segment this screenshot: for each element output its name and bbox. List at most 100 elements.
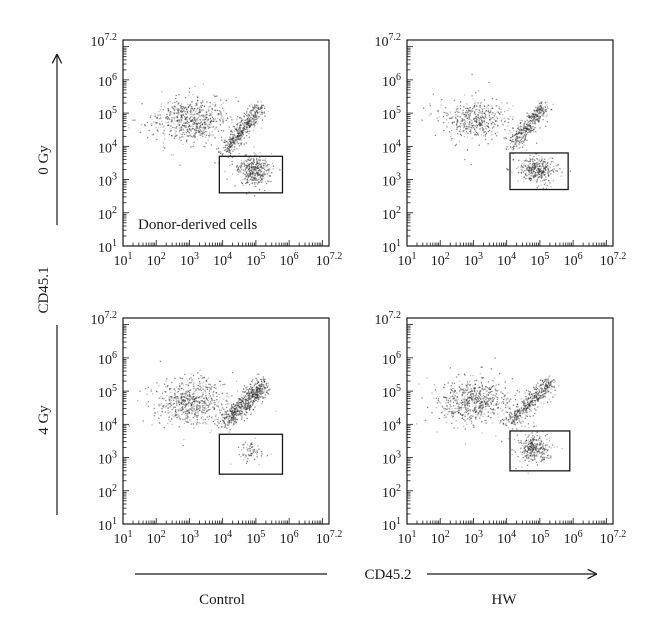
event-point [485, 419, 487, 422]
event-point [253, 123, 255, 126]
event-point [487, 393, 489, 396]
event-point [252, 393, 254, 395]
event-point [232, 143, 234, 146]
event-point [449, 397, 451, 400]
event-point [232, 136, 235, 138]
event-point [229, 164, 231, 167]
event-point [470, 119, 473, 122]
event-point [246, 408, 249, 410]
event-point [233, 403, 235, 405]
event-point [505, 138, 507, 140]
event-point [266, 386, 269, 388]
event-point [148, 129, 150, 132]
event-point [186, 135, 188, 137]
event-point [521, 416, 523, 419]
event-point [533, 156, 535, 158]
event-point [504, 394, 506, 396]
event-point [182, 106, 185, 108]
event-point [259, 159, 261, 162]
event-point [246, 160, 248, 163]
event-point [534, 109, 537, 112]
event-point [487, 403, 489, 405]
event-point [543, 178, 545, 180]
event-point [479, 105, 481, 107]
event-point [268, 389, 270, 391]
event-point [261, 395, 263, 397]
event-point [503, 137, 505, 139]
event-point [193, 408, 195, 410]
event-point [259, 386, 261, 388]
event-point [253, 107, 255, 109]
event-point [195, 409, 198, 411]
event-point [526, 160, 528, 162]
event-point [248, 125, 250, 128]
event-point [177, 388, 180, 390]
event-point [199, 395, 201, 398]
event-point [524, 136, 527, 138]
event-point [252, 166, 254, 168]
event-point [509, 415, 512, 417]
event-point [544, 108, 546, 111]
event-point [468, 117, 471, 119]
event-point [154, 121, 157, 124]
event-point [517, 137, 519, 139]
event-point [231, 138, 234, 140]
event-point [243, 160, 245, 162]
event-point [252, 176, 254, 179]
event-point [234, 408, 237, 410]
event-point [514, 410, 516, 412]
plot-frame [122, 317, 330, 525]
event-point [161, 411, 164, 413]
event-point [211, 400, 213, 402]
event-point [235, 408, 238, 410]
event-point [464, 374, 466, 376]
event-point [526, 407, 528, 410]
event-point [247, 386, 249, 388]
event-point [188, 128, 191, 130]
event-point [257, 112, 259, 114]
event-point [239, 170, 241, 172]
event-point [188, 393, 191, 395]
event-point [195, 112, 198, 115]
event-point [528, 169, 530, 171]
event-point [515, 143, 517, 145]
event-point [450, 139, 452, 141]
event-point [171, 119, 173, 121]
event-point [239, 129, 241, 131]
event-point [469, 380, 471, 382]
event-point [537, 110, 539, 112]
event-point [180, 111, 182, 113]
event-point [156, 411, 159, 413]
event-point [255, 109, 257, 111]
event-point [249, 449, 251, 452]
x-tick-label: 105 [246, 251, 265, 269]
event-point [241, 404, 243, 407]
event-point [196, 408, 198, 410]
event-point [452, 398, 454, 400]
event-point [173, 397, 176, 399]
event-point [167, 110, 169, 112]
event-point [243, 404, 246, 406]
event-point [215, 109, 217, 111]
event-point [203, 401, 205, 403]
event-point [462, 109, 464, 112]
event-point [243, 453, 245, 456]
event-point [443, 111, 445, 114]
event-point [228, 408, 231, 411]
event-point [483, 397, 485, 399]
event-point [240, 130, 242, 132]
event-point [225, 144, 227, 146]
event-point [190, 423, 193, 425]
event-point [537, 171, 539, 173]
event-point [527, 125, 529, 127]
event-point [479, 397, 481, 399]
event-point [541, 110, 543, 112]
event-point [246, 402, 249, 405]
event-point [188, 411, 190, 414]
event-point [233, 411, 235, 414]
event-point [255, 116, 257, 118]
event-point [454, 400, 456, 402]
event-point [267, 384, 269, 387]
event-point [226, 178, 228, 180]
event-point [154, 412, 156, 414]
